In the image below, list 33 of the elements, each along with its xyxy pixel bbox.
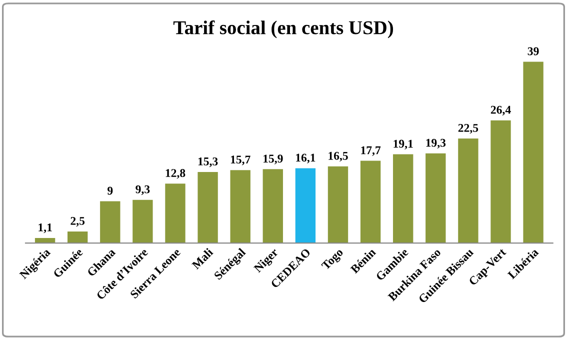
bar <box>132 200 153 244</box>
data-label: 22,5 <box>458 124 478 134</box>
bar <box>393 154 414 244</box>
data-label: 26,4 <box>490 106 511 116</box>
bar <box>230 170 250 244</box>
bar <box>68 231 88 244</box>
data-label: 15,7 <box>230 156 250 166</box>
bar <box>490 120 511 244</box>
data-label: 12,8 <box>166 169 186 179</box>
bar <box>295 168 316 244</box>
bar <box>328 166 348 244</box>
chart-title: Tarif social (en cents USD) <box>173 20 394 38</box>
bar <box>165 184 186 244</box>
data-label: 19,1 <box>394 140 413 150</box>
bar <box>523 62 544 244</box>
data-label: 39 <box>528 47 539 56</box>
data-label: 1,1 <box>38 224 52 234</box>
x-tick-label: Togo <box>321 248 346 272</box>
data-label: 16,1 <box>296 154 316 164</box>
data-label: 2,5 <box>70 216 85 227</box>
data-label: 15,9 <box>264 154 283 164</box>
data-label: 9 <box>108 186 113 195</box>
data-label: 9,3 <box>136 185 150 196</box>
data-label: 15,3 <box>198 157 218 168</box>
bar <box>262 169 283 244</box>
bar <box>100 201 120 244</box>
data-label: 16,5 <box>328 152 348 162</box>
data-label: 17,7 <box>361 146 381 156</box>
data-label: 19,3 <box>426 138 446 149</box>
bar <box>360 160 381 244</box>
bar <box>198 172 218 244</box>
bar <box>426 153 446 244</box>
bar <box>458 138 478 244</box>
